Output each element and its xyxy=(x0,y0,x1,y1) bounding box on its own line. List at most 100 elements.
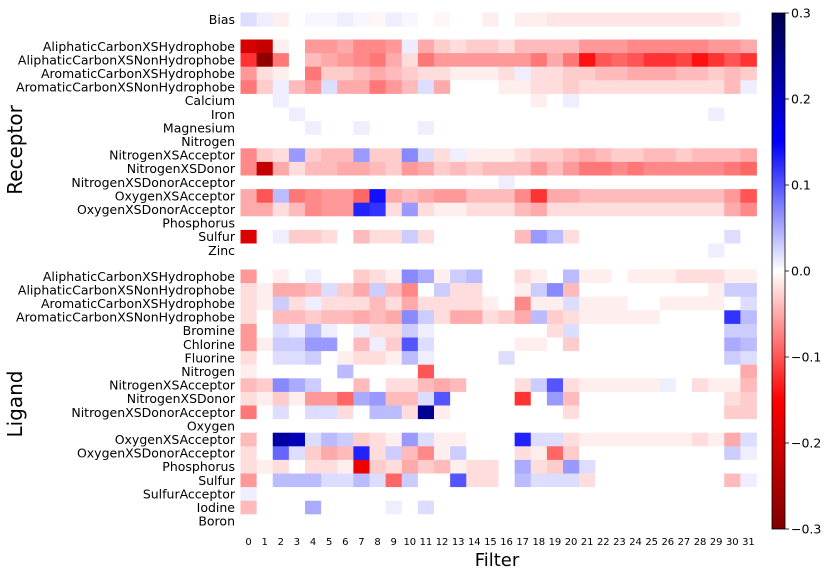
heatmap-cell-ligand-1-26 xyxy=(659,283,677,298)
heatmap-cell-ligand-15-10 xyxy=(401,473,419,488)
heatmap-cell-receptor-13-19 xyxy=(546,216,564,231)
heatmap-cell-receptor-5-4 xyxy=(305,107,322,122)
heatmap-cell-receptor-13-16 xyxy=(498,216,516,231)
heatmap-cell-receptor-14-0 xyxy=(240,229,258,244)
heatmap-cell-receptor-1-6 xyxy=(337,53,354,68)
heatmap-cell-ligand-4-9 xyxy=(385,323,403,338)
heatmap-cell-receptor-14-4 xyxy=(305,229,322,244)
heatmap-cell-receptor-9-21 xyxy=(579,161,596,176)
heatmap-cell-ligand-7-25 xyxy=(643,364,661,379)
heatmap-cell-ligand-4-11 xyxy=(417,323,435,338)
heatmap-cell-ligand-12-0 xyxy=(240,432,258,447)
row-label-receptor-1: AliphaticCarbonXSNonHydrophobe xyxy=(18,52,235,67)
heatmap-cell-receptor-4-7 xyxy=(353,93,370,108)
heatmap-cell-ligand-16-29 xyxy=(708,487,725,502)
heatmap-cell-ligand-5-13 xyxy=(450,337,467,352)
heatmap-cell-ligand-11-20 xyxy=(563,419,580,434)
heatmap-cell-receptor-13-27 xyxy=(675,216,693,231)
heatmap-cell-ligand-17-6 xyxy=(337,500,354,515)
heatmap-cell-receptor-14-28 xyxy=(692,229,709,244)
heatmap-cell-ligand-5-0 xyxy=(240,337,258,352)
heatmap-cell-receptor-8-29 xyxy=(708,148,725,163)
heatmap-cell-ligand-9-17 xyxy=(514,391,532,406)
heatmap-cell-ligand-3-19 xyxy=(546,310,564,325)
heatmap-cell-ligand-1-21 xyxy=(579,283,596,298)
heatmap-cell-ligand-11-6 xyxy=(337,419,354,434)
heatmap-cell-receptor-3-26 xyxy=(659,80,677,95)
heatmap-cell-ligand-11-1 xyxy=(256,419,274,434)
heatmap-cell-ligand-2-13 xyxy=(450,296,467,311)
heatmap-cell-receptor-2-1 xyxy=(256,66,274,81)
heatmap-cell-ligand-6-16 xyxy=(498,351,516,366)
heatmap-cell-ligand-16-10 xyxy=(401,487,419,502)
heatmap-cell-receptor-2-23 xyxy=(611,66,628,81)
heatmap-cell-receptor-14-29 xyxy=(708,229,725,244)
heatmap-cell-ligand-3-6 xyxy=(337,310,354,325)
row-label-ligand-7: Nitrogen xyxy=(181,364,235,379)
heatmap-cell-ligand-1-1 xyxy=(256,283,274,298)
heatmap-cell-ligand-7-29 xyxy=(708,364,725,379)
heatmap-cell-receptor-14-30 xyxy=(724,229,741,244)
heatmap-cell-ligand-18-30 xyxy=(724,514,741,529)
heatmap-cell-ligand-13-10 xyxy=(401,446,419,461)
heatmap-cell-receptor-7-15 xyxy=(482,134,499,149)
heatmap-cell-ligand-11-21 xyxy=(579,419,596,434)
heatmap-cell-receptor-13-20 xyxy=(563,216,580,231)
heatmap-cell-receptor-7-31 xyxy=(740,134,757,149)
heatmap-cell-receptor-1-19 xyxy=(546,53,564,68)
heatmap-cell-ligand-2-21 xyxy=(579,296,596,311)
heatmap-cell-ligand-6-4 xyxy=(305,351,322,366)
heatmap-cell-receptor-11-7 xyxy=(353,189,370,204)
heatmap-cell-ligand-0-8 xyxy=(369,269,387,284)
heatmap-cell-ligand-9-11 xyxy=(417,391,435,406)
heatmap-cell-ligand-2-1 xyxy=(256,296,274,311)
heatmap-cell-receptor-11-8 xyxy=(369,189,387,204)
heatmap-cell-receptor-11-28 xyxy=(692,189,709,204)
heatmap-cell-receptor-3-3 xyxy=(288,80,306,95)
heatmap-cell-receptor-7-5 xyxy=(321,134,338,149)
heatmap-cell-ligand-8-24 xyxy=(627,378,645,393)
heatmap-cell-ligand-8-19 xyxy=(546,378,564,393)
heatmap-cell-receptor-1-15 xyxy=(482,53,499,68)
heatmap-cell-ligand-8-12 xyxy=(434,378,451,393)
heatmap-cell-ligand-18-12 xyxy=(434,514,451,529)
heatmap-cell-receptor-0-18 xyxy=(530,39,548,54)
row-label-ligand-12: OxygenXSAcceptor xyxy=(115,432,236,447)
heatmap-cell-ligand-18-21 xyxy=(579,514,596,529)
heatmap-cell-bias-4 xyxy=(305,12,322,27)
heatmap-cell-ligand-17-8 xyxy=(369,500,387,515)
heatmap-cell-ligand-1-25 xyxy=(643,283,661,298)
heatmap-cell-ligand-5-18 xyxy=(530,337,548,352)
heatmap-cell-ligand-2-16 xyxy=(498,296,516,311)
row-label-receptor-6: Magnesium xyxy=(163,120,235,135)
heatmap-cell-ligand-16-12 xyxy=(434,487,451,502)
heatmap-cell-receptor-5-17 xyxy=(514,107,532,122)
heatmap-cell-receptor-11-16 xyxy=(498,189,516,204)
heatmap-cell-ligand-0-10 xyxy=(401,269,419,284)
heatmap-cell-receptor-8-9 xyxy=(385,148,403,163)
row-label-ligand-5: Chlorine xyxy=(183,337,235,352)
heatmap-cell-receptor-2-19 xyxy=(546,66,564,81)
heatmap-cell-ligand-10-24 xyxy=(627,405,645,420)
heatmap-cell-ligand-11-24 xyxy=(627,419,645,434)
heatmap-cell-receptor-15-16 xyxy=(498,243,516,258)
heatmap-cell-ligand-1-7 xyxy=(353,283,370,298)
heatmap-cell-ligand-5-22 xyxy=(595,337,612,352)
heatmap-cell-ligand-8-10 xyxy=(401,378,419,393)
heatmap-cell-receptor-8-25 xyxy=(643,148,661,163)
heatmap-cell-receptor-6-11 xyxy=(417,121,435,136)
heatmap-cell-receptor-9-26 xyxy=(659,161,677,176)
heatmap-cell-ligand-3-30 xyxy=(724,310,741,325)
heatmap-cell-receptor-9-25 xyxy=(643,161,661,176)
heatmap-cell-receptor-10-6 xyxy=(337,175,354,190)
heatmap-cell-ligand-10-15 xyxy=(482,405,499,420)
heatmap-cell-receptor-13-21 xyxy=(579,216,596,231)
heatmap-cell-receptor-0-19 xyxy=(546,39,564,54)
heatmap-cell-ligand-10-12 xyxy=(434,405,451,420)
heatmap-cell-ligand-7-7 xyxy=(353,364,370,379)
heatmap-cell-receptor-3-23 xyxy=(611,80,628,95)
heatmap-cell-ligand-10-18 xyxy=(530,405,548,420)
heatmap-cell-ligand-7-28 xyxy=(692,364,709,379)
heatmap-cell-bias-29 xyxy=(708,12,725,27)
heatmap-cell-ligand-16-13 xyxy=(450,487,467,502)
